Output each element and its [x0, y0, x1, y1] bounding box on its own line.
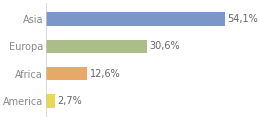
Text: 12,6%: 12,6%: [90, 69, 121, 79]
Text: 54,1%: 54,1%: [227, 14, 258, 24]
Bar: [46, 40, 147, 53]
Bar: [46, 94, 55, 108]
Text: 30,6%: 30,6%: [150, 41, 180, 51]
Text: 2,7%: 2,7%: [57, 96, 82, 106]
Bar: [46, 67, 87, 80]
Bar: [46, 12, 225, 26]
